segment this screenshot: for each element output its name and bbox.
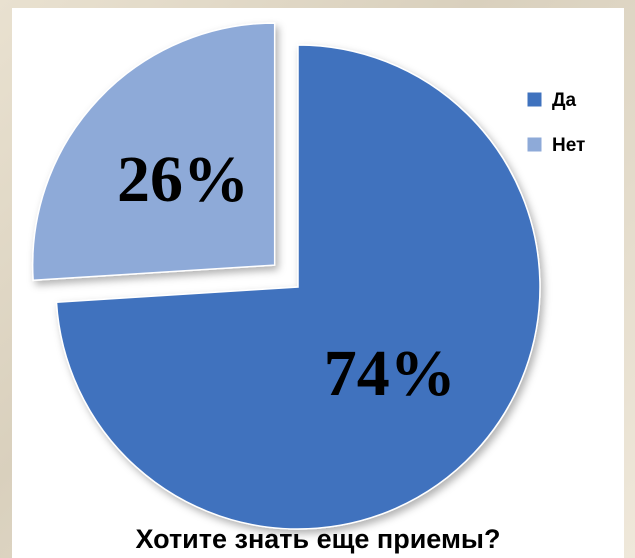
data-label: 26% xyxy=(117,143,249,216)
legend-swatch xyxy=(526,136,543,153)
legend-label: Нет xyxy=(552,135,585,156)
pie-slice xyxy=(55,44,541,530)
chart-title: Хотите знать еще приемы? xyxy=(135,524,500,554)
legend-swatch xyxy=(526,91,543,108)
legend-label: Да xyxy=(552,90,577,111)
data-label: 74% xyxy=(324,337,456,410)
pie-slice xyxy=(31,22,276,282)
